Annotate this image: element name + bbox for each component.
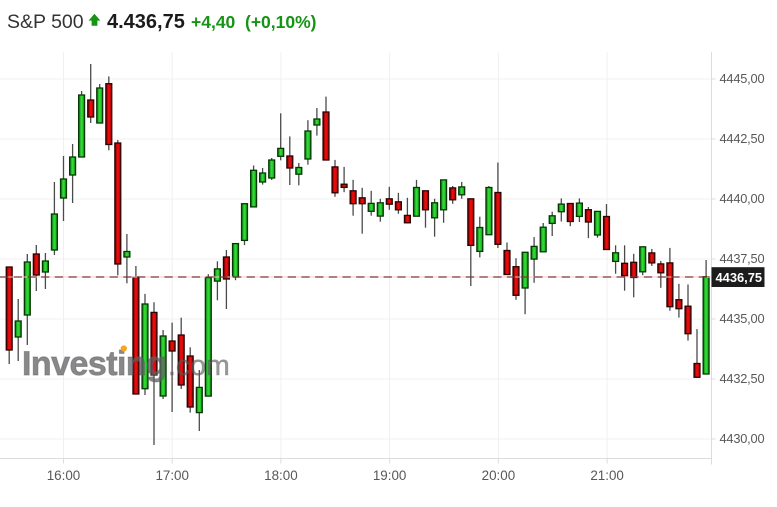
svg-text:+4,40 (+0,10%): +4,40 (+0,10%) bbox=[191, 12, 317, 32]
svg-text:4440,00: 4440,00 bbox=[720, 191, 765, 206]
svg-text:18:00: 18:00 bbox=[264, 468, 298, 483]
svg-text:16:00: 16:00 bbox=[47, 468, 81, 483]
svg-text:4442,50: 4442,50 bbox=[720, 131, 765, 146]
svg-text:20:00: 20:00 bbox=[482, 468, 516, 483]
svg-text:17:00: 17:00 bbox=[155, 468, 189, 483]
svg-text:4437,50: 4437,50 bbox=[720, 251, 765, 266]
svg-text:4445,00: 4445,00 bbox=[720, 71, 765, 86]
svg-text:19:00: 19:00 bbox=[373, 468, 407, 483]
svg-text:4436,75: 4436,75 bbox=[716, 270, 763, 285]
svg-text:S&P 500: S&P 500 bbox=[7, 11, 84, 33]
svg-text:4432,50: 4432,50 bbox=[720, 371, 765, 386]
svg-text:21:00: 21:00 bbox=[590, 468, 624, 483]
svg-text:4435,00: 4435,00 bbox=[720, 311, 765, 326]
svg-text:4430,00: 4430,00 bbox=[720, 431, 765, 446]
svg-text:4.436,75: 4.436,75 bbox=[107, 11, 185, 33]
svg-text:Investing: Investing bbox=[22, 345, 166, 383]
svg-text:.com: .com bbox=[168, 350, 230, 382]
